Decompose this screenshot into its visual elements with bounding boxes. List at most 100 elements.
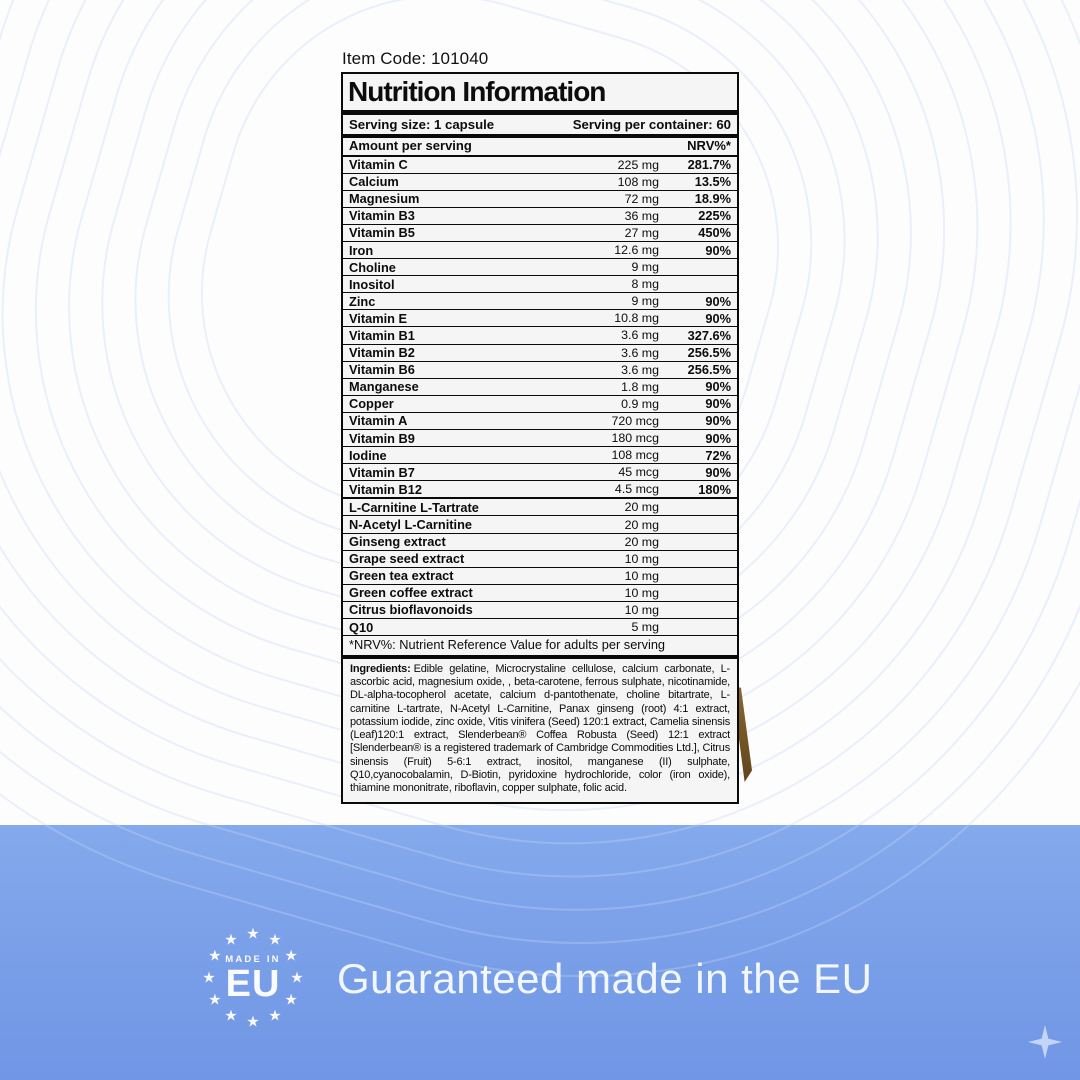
nutrient-amount: 4.5 mcg xyxy=(614,482,659,497)
nutrient-name: Vitamin B3 xyxy=(349,208,415,224)
made-in-eu-badge: ★ ★ ★ ★ ★ ★ ★ ★ ★ ★ ★ ★ MADE IN EU xyxy=(193,918,313,1038)
nutrient-row: Manganese 1.8 mg 90% xyxy=(343,379,737,396)
nutrient-amount: 108 mcg xyxy=(611,448,659,463)
nutrient-row: Inositol 8 mg xyxy=(343,276,737,294)
nutrient-name: Manganese xyxy=(349,379,419,395)
nutrient-row: Copper 0.9 mg 90% xyxy=(343,396,737,413)
nutrient-amount: 10.8 mg xyxy=(614,311,659,326)
decorative-contour-line xyxy=(0,825,1080,1080)
eu-star-icon: ★ xyxy=(202,968,216,987)
nutrient-row: Vitamin B3 36 mg 225% xyxy=(343,208,737,225)
nutrient-amount: 3.6 mg xyxy=(621,328,659,343)
nutrient-nrv: 90% xyxy=(705,242,731,258)
nutrient-nrv: 90% xyxy=(705,396,731,412)
item-code: Item Code: 101040 xyxy=(342,49,489,68)
ingredients-label: Ingredients: xyxy=(350,662,411,675)
eu-text: EU xyxy=(225,963,281,1005)
made-in-text: MADE IN xyxy=(225,954,281,965)
nutrient-name: Magnesium xyxy=(349,191,420,207)
nutrient-row: Calcium 108 mg 13.5% xyxy=(343,174,737,191)
nutrient-amount: 12.6 mg xyxy=(614,243,659,258)
nutrient-nrv: 18.9% xyxy=(694,191,731,207)
nutrient-name: Citrus bioflavonoids xyxy=(349,602,473,618)
nutrient-amount: 9 mg xyxy=(631,260,659,275)
nutrient-row: L-Carnitine L-Tartrate 20 mg xyxy=(343,499,737,517)
nutrient-nrv: 225% xyxy=(698,208,731,224)
nutrient-amount: 10 mg xyxy=(624,568,659,583)
nutrient-nrv: 180% xyxy=(698,481,731,497)
nutrient-nrv: 256.5% xyxy=(687,345,731,361)
eu-star-icon: ★ xyxy=(208,990,222,1009)
nrv-header: NRV%* xyxy=(687,138,731,153)
eu-badge-texts: MADE IN EU xyxy=(193,918,313,1038)
nutrient-name: Grape seed extract xyxy=(349,551,465,567)
nutrient-row: N-Acetyl L-Carnitine 20 mg xyxy=(343,516,737,534)
nutrient-nrv: 90% xyxy=(705,464,731,480)
nutrient-name: Vitamin B2 xyxy=(349,345,415,361)
eu-star-icon: ★ xyxy=(284,946,298,965)
nutrient-row: Grape seed extract 10 mg xyxy=(343,551,737,568)
nutrient-name: Vitamin E xyxy=(349,310,408,326)
nutrient-nrv: 90% xyxy=(705,379,731,395)
nutrient-name: N-Acetyl L-Carnitine xyxy=(349,517,473,533)
nutrition-facts-panel: Nutrition Information Serving size: 1 ca… xyxy=(341,72,739,804)
eu-star-icon: ★ xyxy=(246,924,260,943)
eu-star-icon: ★ xyxy=(246,1012,260,1031)
nutrient-row: Vitamin B12 4.5 mcg 180% xyxy=(343,481,737,500)
eu-star-icon: ★ xyxy=(224,930,238,949)
nutrient-amount: 225 mg xyxy=(617,157,659,172)
nutrient-amount: 10 mg xyxy=(624,585,659,600)
nutrient-row: Q10 5 mg xyxy=(343,619,737,637)
nutrient-row: Citrus bioflavonoids 10 mg xyxy=(343,602,737,620)
serving-info-row: Serving size: 1 capsule Serving per cont… xyxy=(343,115,737,138)
nutrient-row: Vitamin B9 180 mcg 90% xyxy=(343,430,737,448)
nutrient-name: Iodine xyxy=(349,447,387,463)
nutrient-name: Copper xyxy=(349,396,394,412)
nutrition-rows: Vitamin C 225 mg 281.7% Calcium 108 mg 1… xyxy=(343,157,737,637)
nutrient-name: L-Carnitine L-Tartrate xyxy=(349,499,479,515)
servings-per-container-text: Serving per container: 60 xyxy=(572,117,731,132)
nutrient-row: Green coffee extract 10 mg xyxy=(343,585,737,602)
nutrient-row: Ginseng extract 20 mg xyxy=(343,534,737,551)
nutrient-name: Q10 xyxy=(349,619,374,635)
nutrient-nrv: 450% xyxy=(698,225,731,241)
nutrient-amount: 0.9 mg xyxy=(621,396,659,411)
nutrient-name: Vitamin B12 xyxy=(349,481,423,497)
nutrient-row: Vitamin C 225 mg 281.7% xyxy=(343,157,737,174)
nutrient-row: Vitamin B2 3.6 mg 256.5% xyxy=(343,345,737,362)
nutrient-amount: 20 mg xyxy=(624,500,659,515)
nutrient-name: Vitamin B1 xyxy=(349,327,415,343)
nutrient-name: Green coffee extract xyxy=(349,585,473,601)
nutrient-name: Vitamin B9 xyxy=(349,430,415,446)
column-header-row: Amount per serving NRV%* xyxy=(343,138,737,157)
nutrient-nrv: 13.5% xyxy=(694,174,731,190)
panel-title: Nutrition Information xyxy=(343,74,737,115)
nutrient-nrv: 327.6% xyxy=(687,327,731,343)
nutrient-amount: 5 mg xyxy=(631,620,659,635)
nutrient-row: Vitamin E 10.8 mg 90% xyxy=(343,310,737,328)
nutrient-amount: 20 mg xyxy=(624,517,659,532)
nutrient-amount: 10 mg xyxy=(624,602,659,617)
nutrient-name: Vitamin B7 xyxy=(349,464,415,480)
ingredients-text: Edible gelatine, Microcrystaline cellulo… xyxy=(350,662,730,795)
nutrient-row: Vitamin A 720 mcg 90% xyxy=(343,413,737,430)
nutrient-nrv: 90% xyxy=(705,293,731,309)
eu-star-icon: ★ xyxy=(290,968,304,987)
nutrient-name: Green tea extract xyxy=(349,568,454,584)
nutrient-row: Vitamin B6 3.6 mg 256.5% xyxy=(343,362,737,379)
nutrient-amount: 45 mcg xyxy=(618,465,659,480)
nutrient-row: Vitamin B1 3.6 mg 327.6% xyxy=(343,327,737,345)
nutrient-amount: 10 mg xyxy=(624,551,659,566)
nutrient-row: Green tea extract 10 mg xyxy=(343,568,737,585)
nutrient-name: Vitamin C xyxy=(349,157,408,173)
nutrient-nrv: 90% xyxy=(705,310,731,326)
serving-size-text: Serving size: 1 capsule xyxy=(349,117,495,132)
nutrient-name: Zinc xyxy=(349,293,376,309)
nutrient-name: Choline xyxy=(349,259,396,275)
nutrient-amount: 9 mg xyxy=(631,294,659,309)
eu-star-icon: ★ xyxy=(268,930,282,949)
nutrient-row: Choline 9 mg xyxy=(343,259,737,277)
nutrition-label: Item Code: 101040 Nutrition Information … xyxy=(341,49,739,804)
band-guilloche-pattern xyxy=(0,825,1080,1080)
nutrient-nrv: 256.5% xyxy=(687,362,731,378)
